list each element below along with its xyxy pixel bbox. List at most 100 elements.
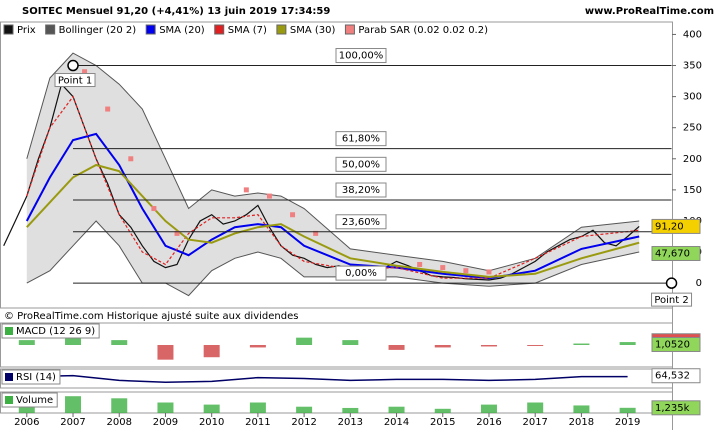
legend-swatch xyxy=(145,24,156,35)
indicator-bar xyxy=(573,343,590,345)
fib-label: 38,20% xyxy=(342,185,380,196)
sar-point xyxy=(82,69,88,75)
y-tick-label: 250 xyxy=(683,123,702,134)
value-tag-label: 47,670 xyxy=(655,248,690,259)
value-tag xyxy=(651,400,701,416)
x-tick-label: 2013 xyxy=(338,417,363,428)
panel-title-box xyxy=(1,369,61,385)
fib-label: 61,80% xyxy=(342,134,380,145)
series-line xyxy=(25,132,640,280)
value-tag-label: 1,235k xyxy=(655,403,690,414)
panel-swatch xyxy=(5,396,13,404)
indicator-bar xyxy=(203,345,220,358)
legend-label: SMA (20) xyxy=(159,25,205,36)
point-label-box xyxy=(54,73,96,88)
indicator-bar xyxy=(619,407,636,413)
value-tag-label: 91,20 xyxy=(655,221,684,232)
fib-label-box xyxy=(335,156,387,172)
indicator-bar xyxy=(480,404,497,413)
fib-label-box xyxy=(335,214,387,230)
series-line xyxy=(3,82,640,281)
x-tick-label: 2019 xyxy=(615,417,640,428)
x-tick-label: 2008 xyxy=(107,417,132,428)
legend-swatch xyxy=(276,24,287,35)
site: www.ProRealTime.com xyxy=(585,6,714,17)
x-tick-label: 2009 xyxy=(153,417,178,428)
sar-point xyxy=(463,268,469,274)
fib-label: 0,00% xyxy=(345,268,377,279)
indicator-bar xyxy=(18,340,35,345)
legend-label: Parab SAR (0.02 0.02 0.2) xyxy=(358,25,488,36)
y-tick-label: 400 xyxy=(683,29,702,40)
sar-point xyxy=(486,269,492,275)
y-tick-label: 350 xyxy=(683,61,702,72)
x-tick-label: 2018 xyxy=(569,417,594,428)
header-band xyxy=(0,0,720,21)
panel-title: MACD (12 26 9) xyxy=(16,326,95,337)
indicator-bar xyxy=(342,340,359,345)
x-tick-label: 2010 xyxy=(199,417,224,428)
indicator-bar xyxy=(388,345,405,350)
indicator-bar xyxy=(157,345,174,360)
legend-label: Bollinger (20 2) xyxy=(59,25,137,36)
fib-label: 100,00% xyxy=(339,51,384,62)
bollinger-lower xyxy=(26,220,640,297)
bollinger-upper xyxy=(26,52,640,272)
indicator-line xyxy=(26,374,628,384)
indicator-bar xyxy=(203,404,220,413)
x-tick-label: 2015 xyxy=(430,417,455,428)
point-label: Point 1 xyxy=(58,76,92,87)
sar-point xyxy=(174,230,180,236)
plot-data xyxy=(3,52,640,413)
indicator-bar xyxy=(296,406,313,413)
sar-point xyxy=(417,261,423,267)
legend-swatch xyxy=(3,24,14,35)
footnote: © ProRealTime.com Historique ajusté suit… xyxy=(4,310,298,322)
series-line xyxy=(26,95,640,279)
indicator-bar xyxy=(111,398,128,413)
indicator-bar xyxy=(434,345,451,348)
indicator-bar xyxy=(573,405,590,413)
sar-point xyxy=(440,265,446,271)
sar-point xyxy=(105,106,111,112)
sar-point xyxy=(266,193,272,199)
overlay: 2006 2007 2008 2009 2010 2011 2012 2013 2014 2015… xyxy=(1,24,702,428)
indicator-bar xyxy=(342,407,359,413)
legend-swatch xyxy=(45,24,56,35)
panel-title-box xyxy=(1,392,58,408)
value-tag xyxy=(651,218,701,234)
indicator-bar xyxy=(296,337,313,345)
value-tag xyxy=(651,245,701,261)
x-tick-label: 2007 xyxy=(60,417,85,428)
panel-title: Volume xyxy=(16,395,53,406)
x-tick-label: 2012 xyxy=(291,417,316,428)
x-tick-label: 2011 xyxy=(245,417,270,428)
fib-label: 50,00% xyxy=(342,159,380,170)
legend-swatch xyxy=(214,24,225,35)
value-tag-label: 1,0520 xyxy=(655,339,690,350)
point-label: Point 2 xyxy=(654,295,688,306)
y-tick-label: 200 xyxy=(683,154,702,165)
panel-title-box xyxy=(1,323,100,339)
value-tag xyxy=(651,336,701,352)
x-tick-label: 2006 xyxy=(14,417,39,428)
panel-swatch xyxy=(5,327,13,335)
y-tick-label: 300 xyxy=(683,92,702,103)
anchor-point xyxy=(665,277,678,289)
fib-label-box xyxy=(335,48,387,64)
indicator-bar xyxy=(619,342,636,345)
indicator-bar xyxy=(434,408,451,413)
legend-label: SMA (30) xyxy=(290,25,336,36)
value-tag xyxy=(651,368,701,384)
legend-label: Prix xyxy=(17,25,36,36)
panel-title: RSI (14) xyxy=(16,372,56,383)
value-tag-label: 64,532 xyxy=(655,371,690,382)
fib-label-box xyxy=(335,182,387,198)
y-tick-label: 0 xyxy=(696,278,702,289)
x-tick-label: 2017 xyxy=(522,417,547,428)
series-line xyxy=(26,163,640,278)
y-tick-label: 150 xyxy=(683,185,702,196)
point-label-box xyxy=(651,292,693,307)
legend-label: SMA (7) xyxy=(228,25,267,36)
legend-swatch xyxy=(344,24,355,35)
